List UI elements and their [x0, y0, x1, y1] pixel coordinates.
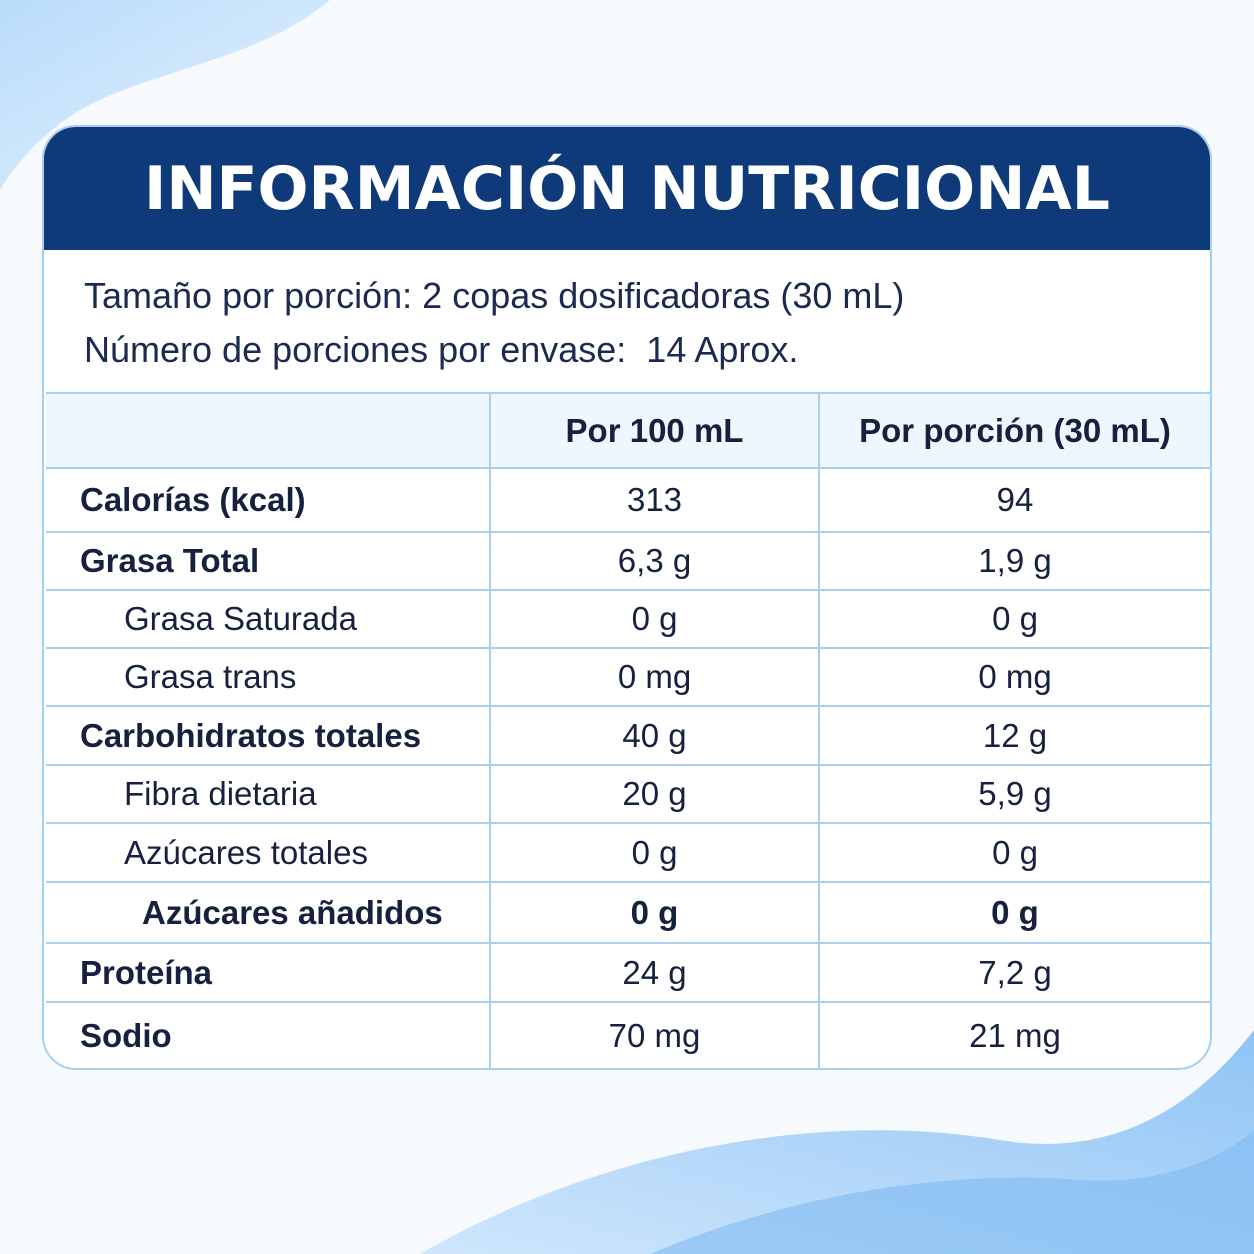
nutrient-value: 12 g — [818, 705, 1210, 766]
nutrient-name: Azúcares totales — [46, 822, 491, 883]
nutrient-row: Grasa trans 0 mg 0 mg — [46, 647, 1210, 707]
nutrient-value: 70 mg — [489, 1001, 820, 1068]
nutrient-name: Calorías (kcal) — [46, 467, 491, 533]
nutrient-row: Carbohidratos totales 40 g 12 g — [46, 705, 1210, 766]
nutrient-value: 0 mg — [818, 647, 1210, 707]
nutrient-name: Grasa Total — [46, 531, 491, 591]
nutrient-value: 0 mg — [489, 647, 820, 707]
nutrient-name: Carbohidratos totales — [46, 705, 491, 766]
nutrient-value: 6,3 g — [489, 531, 820, 591]
nutrient-value: 94 — [818, 467, 1210, 533]
nutrition-card: INFORMACIÓN NUTRICIONAL Tamaño por porci… — [42, 125, 1212, 1070]
nutrient-value: 0 g — [489, 822, 820, 883]
nutrient-row: Calorías (kcal) 313 94 — [46, 467, 1210, 533]
nutrition-table: Por 100 mL Por porción (30 mL) Calorías … — [46, 392, 1210, 1068]
nutrient-value: 40 g — [489, 705, 820, 766]
nutrient-row: Proteína 24 g 7,2 g — [46, 942, 1210, 1003]
nutrient-value: 313 — [489, 467, 820, 533]
nutrient-value: 20 g — [489, 764, 820, 824]
title: INFORMACIÓN NUTRICIONAL — [44, 127, 1210, 250]
nutrient-value: 21 mg — [818, 1001, 1210, 1068]
column-header: Por porción (30 mL) — [818, 392, 1210, 469]
column-header: Por 100 mL — [489, 392, 820, 469]
header-row: Por 100 mL Por porción (30 mL) — [46, 392, 1210, 469]
swoosh — [650, 1130, 1254, 1254]
nutrient-name: Proteína — [46, 942, 491, 1003]
nutrient-value: 0 g — [818, 589, 1210, 649]
nutrient-row: Grasa Total 6,3 g 1,9 g — [46, 531, 1210, 591]
nutrient-row: Fibra dietaria 20 g 5,9 g — [46, 764, 1210, 824]
swoosh — [0, 0, 330, 190]
nutrient-value: 1,9 g — [818, 531, 1210, 591]
nutrient-value: 0 g — [489, 881, 820, 944]
nutrient-name: Fibra dietaria — [46, 764, 491, 824]
servings-per-container: Número de porciones por envase: 14 Aprox… — [84, 329, 799, 370]
nutrient-value: 7,2 g — [818, 942, 1210, 1003]
nutrient-value: 5,9 g — [818, 764, 1210, 824]
nutrient-name: Sodio — [46, 1001, 491, 1068]
empty-header — [46, 392, 491, 469]
nutrient-value: 0 g — [489, 589, 820, 649]
nutrient-name: Grasa trans — [46, 647, 491, 707]
nutrient-row: Sodio 70 mg 21 mg — [46, 1001, 1210, 1068]
nutrient-value: 0 g — [818, 881, 1210, 944]
nutrient-value: 24 g — [489, 942, 820, 1003]
nutrient-value: 0 g — [818, 822, 1210, 883]
nutrient-name: Azúcares añadidos — [46, 881, 491, 944]
serving-size: Tamaño por porción: 2 copas dosificadora… — [84, 275, 905, 316]
nutrient-name: Grasa Saturada — [46, 589, 491, 649]
